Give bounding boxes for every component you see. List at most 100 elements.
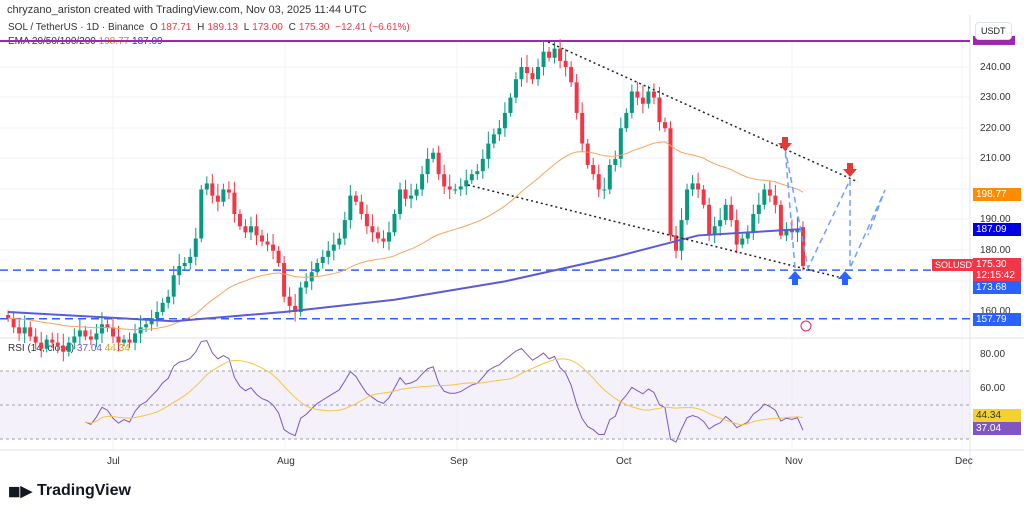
candle-body bbox=[624, 112, 629, 129]
candle-body bbox=[260, 235, 265, 242]
candle-body bbox=[232, 192, 237, 214]
candle-body bbox=[563, 60, 568, 67]
price-tick: 230.00 bbox=[980, 92, 1011, 103]
rsi-line bbox=[85, 340, 804, 443]
candle-body bbox=[94, 333, 99, 340]
candle-body bbox=[519, 67, 524, 80]
open-value: 187.71 bbox=[160, 22, 192, 33]
candle-body bbox=[61, 345, 66, 352]
price-tick: 180.00 bbox=[980, 245, 1011, 256]
candle-body bbox=[762, 189, 767, 205]
countdown: 12:15:42 bbox=[976, 270, 1015, 281]
candle-body bbox=[215, 195, 220, 202]
candle-body bbox=[552, 48, 557, 58]
candle-body bbox=[39, 342, 44, 349]
candle-body bbox=[745, 232, 750, 239]
candle-body bbox=[442, 174, 447, 187]
candle-body bbox=[685, 189, 690, 221]
low-value: 173.00 bbox=[252, 22, 283, 33]
candle-body bbox=[353, 195, 358, 202]
candle-body bbox=[712, 226, 717, 236]
candle-body bbox=[381, 238, 386, 242]
x-tick: Jul bbox=[107, 456, 120, 467]
candle-body bbox=[723, 204, 728, 221]
candle-body bbox=[55, 342, 60, 346]
candle-body bbox=[254, 226, 259, 236]
candle-body bbox=[536, 67, 541, 80]
candle-body bbox=[596, 174, 601, 190]
rsi-ma-tag: 44.34 bbox=[973, 409, 1021, 422]
ema200-price-tag: 187.09 bbox=[973, 223, 1021, 236]
candle-body bbox=[657, 97, 662, 123]
candle-body bbox=[431, 152, 436, 159]
resistance-tag bbox=[973, 35, 1015, 45]
candle-body bbox=[547, 51, 552, 58]
x-tick: Dec bbox=[955, 456, 973, 467]
candle-body bbox=[767, 189, 772, 196]
last-price: 175.30 bbox=[976, 259, 1007, 270]
candle-body bbox=[491, 134, 496, 144]
candle-body bbox=[144, 324, 149, 328]
high-value: 189.13 bbox=[207, 22, 238, 33]
candle-body bbox=[585, 143, 590, 165]
candle-body bbox=[403, 189, 408, 199]
high-label: H bbox=[197, 22, 205, 33]
candle-body bbox=[635, 91, 640, 98]
candle-body bbox=[718, 220, 723, 227]
candle-body bbox=[88, 336, 93, 340]
candle-body bbox=[729, 204, 734, 221]
candle-body bbox=[475, 171, 480, 175]
candle-body bbox=[414, 189, 419, 196]
candle-body bbox=[607, 165, 612, 190]
symbol-name: SOL / TetherUS · 1D · Binance bbox=[8, 22, 145, 33]
candle-body bbox=[558, 48, 563, 61]
candle-body bbox=[574, 82, 579, 113]
candle-body bbox=[199, 189, 204, 239]
candle-body bbox=[282, 263, 287, 297]
x-tick: Oct bbox=[616, 456, 632, 467]
candle-body bbox=[696, 183, 701, 190]
candle-body bbox=[530, 73, 535, 80]
candle-body bbox=[629, 91, 634, 113]
candle-body bbox=[50, 339, 55, 343]
price-tick: 190.00 bbox=[980, 214, 1011, 225]
candle-body bbox=[409, 195, 414, 199]
candle-body bbox=[287, 296, 292, 306]
candle-body bbox=[160, 302, 165, 312]
candle-body bbox=[83, 330, 88, 337]
price-tick: 220.00 bbox=[980, 123, 1011, 134]
price-tick: 210.00 bbox=[980, 153, 1011, 164]
currency-button[interactable]: USDT bbox=[975, 22, 1012, 40]
candle-body bbox=[486, 143, 491, 159]
candle-body bbox=[204, 183, 209, 190]
candle-body bbox=[789, 229, 794, 233]
candle-body bbox=[375, 232, 380, 239]
arrow-down-icon bbox=[778, 137, 792, 151]
lightning-icon bbox=[800, 320, 812, 332]
candle-body bbox=[497, 128, 502, 135]
candle-body bbox=[447, 186, 452, 190]
candle-body bbox=[348, 195, 353, 221]
candle-body bbox=[679, 220, 684, 251]
candle-body bbox=[22, 327, 27, 334]
rsi-tick: 60.00 bbox=[980, 383, 1006, 394]
candle-body bbox=[17, 327, 22, 334]
candle-body bbox=[784, 229, 789, 236]
candle-body bbox=[640, 97, 645, 104]
candle-body bbox=[320, 256, 325, 263]
rsi-legend-ma: 44.34 bbox=[104, 343, 130, 354]
candle-body bbox=[580, 112, 585, 144]
candle-body bbox=[701, 189, 706, 205]
candle-body bbox=[425, 158, 430, 175]
candle-body bbox=[221, 189, 226, 202]
candle-body bbox=[77, 330, 82, 337]
tradingview-logo[interactable]: ◼▶ TradingView bbox=[8, 482, 131, 500]
candle-body bbox=[149, 318, 154, 325]
candle-body bbox=[795, 229, 800, 233]
chart-credit: chryzano_ariston created with TradingVie… bbox=[7, 4, 367, 16]
candle-body bbox=[773, 195, 778, 205]
candle-body bbox=[155, 312, 160, 319]
price-tick: 160.00 bbox=[980, 306, 1011, 317]
